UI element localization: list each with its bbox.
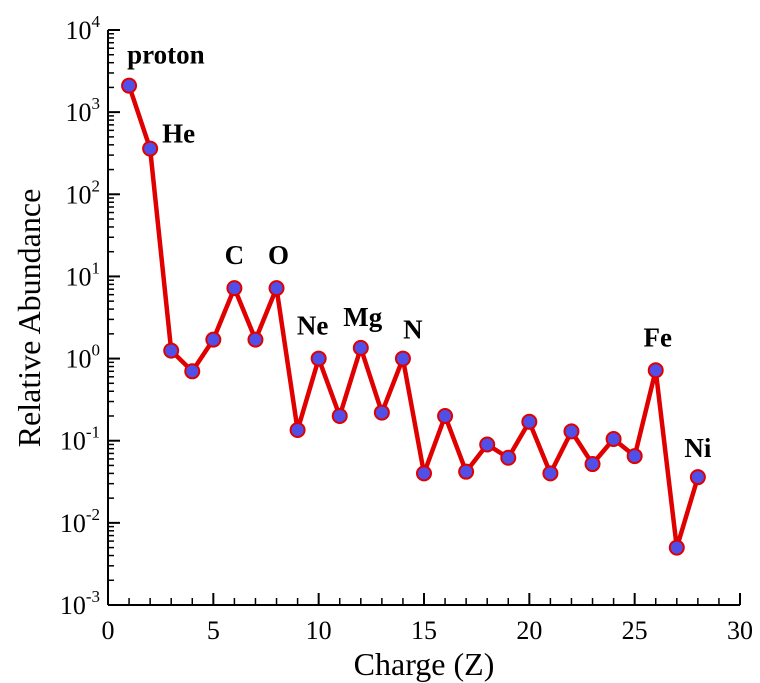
- data-point: [668, 539, 685, 556]
- element-label: C: [225, 240, 245, 270]
- y-tick-exponent: 1: [92, 258, 101, 277]
- data-point: [416, 465, 432, 482]
- element-labels: proton He C O Ne Mg N Fe Ni: [127, 40, 712, 463]
- y-tick-exponent: -3: [86, 587, 100, 606]
- y-tick-base: 10: [66, 262, 92, 291]
- x-tick-label: 15: [411, 616, 437, 645]
- data-point: [563, 423, 580, 440]
- y-tick-base: 10: [66, 98, 92, 127]
- plot-frame: [107, 30, 740, 606]
- x-tick-label: 25: [622, 616, 648, 645]
- data-point: [647, 362, 664, 379]
- data-point: [247, 331, 264, 348]
- element-label: He: [162, 119, 195, 149]
- y-tick-label: 101: [66, 258, 101, 291]
- x-tick-label: 10: [306, 616, 332, 645]
- y-tick-exponent: 2: [92, 176, 101, 195]
- data-point: [352, 339, 369, 356]
- y-tick-label: 10-1: [60, 423, 100, 456]
- y-tick-label: 10-3: [60, 587, 100, 620]
- data-point: [331, 407, 348, 424]
- data-point: [226, 280, 243, 297]
- data-point: [163, 342, 180, 359]
- y-tick-base: 10: [60, 509, 86, 538]
- x-axis-title: Charge (Z): [354, 646, 495, 682]
- data-point: [289, 422, 306, 439]
- data-point: [584, 456, 601, 473]
- data-point: [142, 140, 159, 157]
- axis-ticks: [107, 29, 741, 606]
- element-label: O: [268, 240, 289, 270]
- x-tick-label: 0: [102, 616, 115, 645]
- y-tick-base: 10: [60, 591, 86, 620]
- data-point: [184, 363, 201, 380]
- x-tick-label: 20: [516, 616, 542, 645]
- element-label: Ne: [297, 311, 328, 341]
- data-point: [437, 407, 454, 424]
- y-tick-label: 104: [66, 12, 101, 45]
- y-tick-exponent: 0: [92, 341, 101, 360]
- y-tick-base: 10: [66, 16, 92, 45]
- data-point: [500, 449, 517, 466]
- data-point: [605, 430, 622, 447]
- y-tick-label: 10-2: [60, 505, 100, 538]
- data-point: [205, 331, 222, 348]
- data-point: [521, 413, 538, 430]
- element-label: proton: [127, 40, 205, 70]
- data-series: [121, 77, 706, 556]
- y-tick-exponent: 3: [92, 94, 101, 113]
- data-point: [458, 463, 475, 480]
- data-point: [542, 465, 559, 482]
- y-tick-exponent: -1: [86, 423, 100, 442]
- series-line: [126, 84, 701, 550]
- x-tick-label: 30: [727, 616, 753, 645]
- y-tick-label: 100: [66, 341, 101, 374]
- data-point: [310, 350, 327, 367]
- data-point: [626, 448, 643, 465]
- y-tick-base: 10: [60, 427, 86, 456]
- y-tick-label: 102: [66, 176, 101, 209]
- data-point: [268, 280, 285, 297]
- element-label: Fe: [643, 322, 671, 352]
- data-point: [689, 469, 706, 486]
- y-tick-exponent: -2: [86, 505, 100, 524]
- data-point: [394, 350, 411, 367]
- data-point: [373, 404, 390, 421]
- x-tick-label: 5: [207, 616, 220, 645]
- data-point: [479, 436, 496, 453]
- element-label: Ni: [684, 433, 711, 463]
- data-point: [121, 77, 138, 94]
- element-label: N: [403, 315, 423, 345]
- element-label: Mg: [343, 302, 382, 332]
- y-tick-base: 10: [66, 345, 92, 374]
- y-tick-exponent: 4: [92, 12, 101, 31]
- y-tick-label: 103: [66, 94, 101, 127]
- y-tick-base: 10: [66, 180, 92, 209]
- y-axis-title: Relative Abundance: [11, 189, 47, 448]
